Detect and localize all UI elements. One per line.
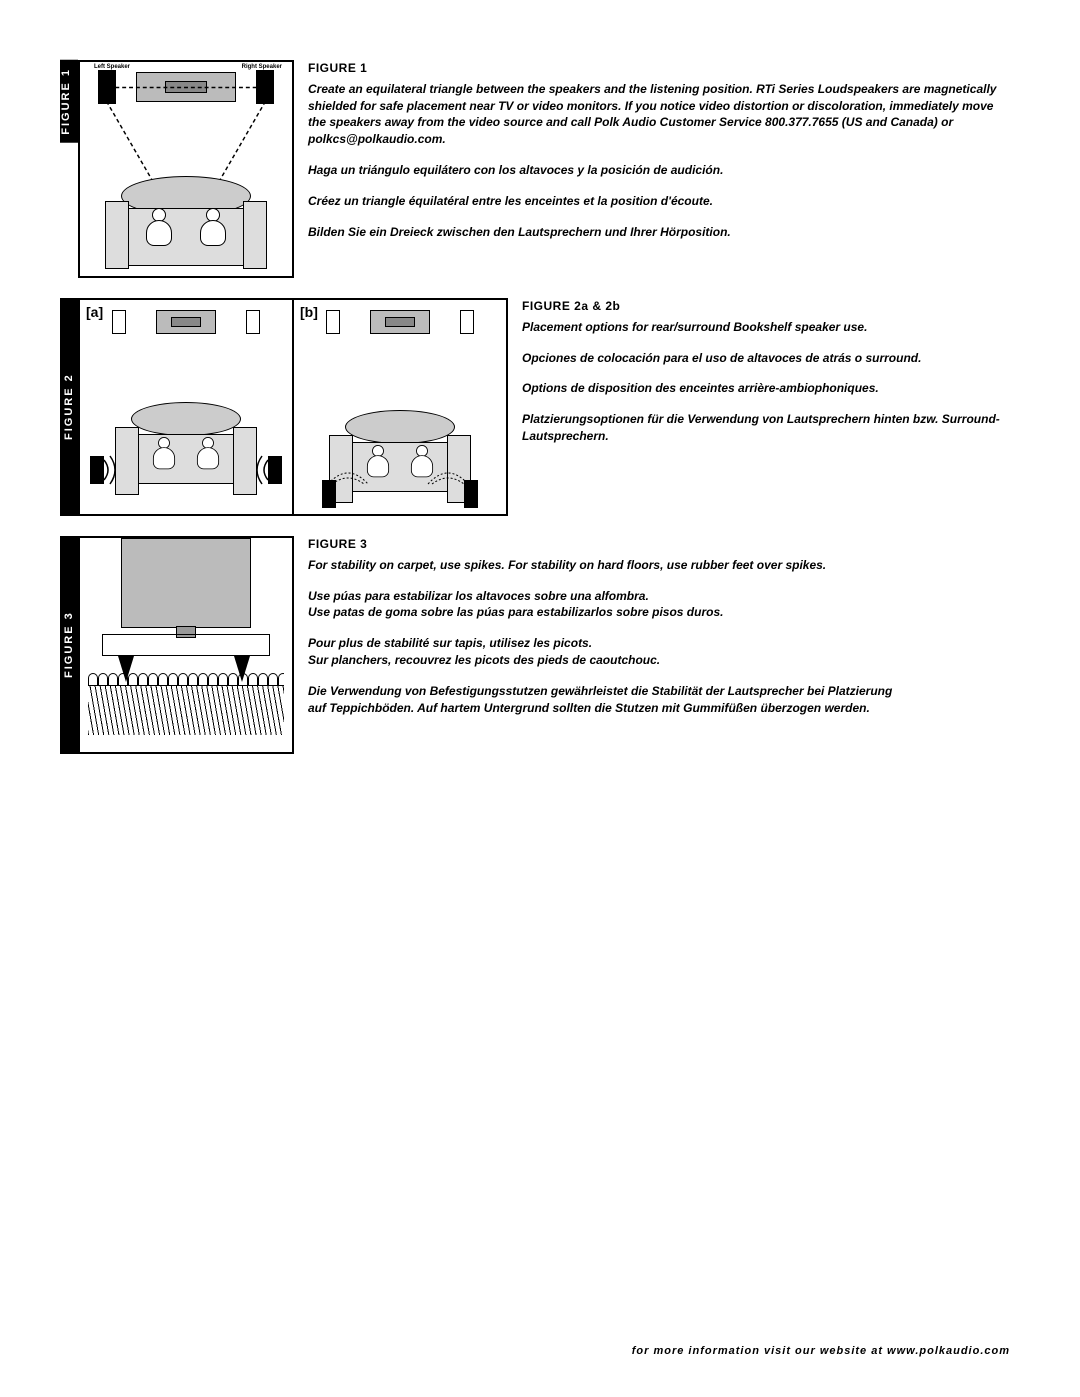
figure-3-title: FIGURE 3 [308,536,1010,553]
subfig-b-label: [b] [300,304,318,320]
footer-text: for more information visit our website a… [632,1345,1010,1357]
figure-1-text: FIGURE 1 Create an equilateral triangle … [294,60,1010,254]
figure-2-es: Opciones de colocación para el uso de al… [522,350,1010,367]
front-speaker-icon [112,310,126,334]
figure-2-title: FIGURE 2a & 2b [522,298,1010,315]
coffee-table-icon [345,410,455,444]
figure-1-row: FIGURE 1 Left Speaker Right Speaker FIGU… [60,60,1010,278]
tv-unit-icon [136,72,236,102]
figure-2-row: FIGURE 2 [a] [b] [60,298,1010,516]
right-speaker-icon [256,70,274,104]
people-icon [151,434,221,478]
figure-1-es: Haga un triángulo equilátero con los alt… [308,162,1010,179]
figure-3-fr1: Pour plus de stabilité sur tapis, utilis… [308,635,1010,652]
front-speaker-icon [246,310,260,334]
speaker-base-icon [121,538,251,628]
figure-2-en: Placement options for rear/surround Book… [522,319,1010,336]
front-speaker-icon [460,310,474,334]
figure-3-label: FIGURE 3 [60,536,78,754]
people-icon [146,208,226,258]
sound-waves-icon [328,466,468,486]
figure-1-fr: Créez un triangle équilatéral entre les … [308,193,1010,210]
figure-3-fr2: Sur planchers, recouvrez les picots des … [308,652,1010,669]
figure-3-diagram [78,536,294,754]
figure-2b-diagram: [b] [292,298,508,516]
front-speaker-icon [326,310,340,334]
tv-unit-icon [370,310,430,334]
tv-unit-icon [156,310,216,334]
left-speaker-icon [98,70,116,104]
figure-3-es2: Use patas de goma sobre las púas para es… [308,604,1010,621]
figure-2-fr: Options de disposition des enceintes arr… [522,380,1010,397]
figure-2-label: FIGURE 2 [60,298,78,516]
figure-3-row: FIGURE 3 FIGURE 3 For stability on carpe… [60,536,1010,754]
plinth-icon [102,634,270,656]
figure-3-text: FIGURE 3 For stability on carpet, use sp… [294,536,1010,730]
figure-3-es1: Use púas para estabilizar los altavoces … [308,588,1010,605]
figure-3-de1: Die Verwendung von Befestigungsstutzen g… [308,683,1010,700]
sound-waves-icon [102,454,128,486]
carpet-icon [88,673,284,743]
figure-3-de2: auf Teppichböden. Auf hartem Untergrund … [308,700,1010,717]
rear-speaker-icon [268,456,282,484]
subfig-a-label: [a] [86,304,103,320]
figure-1-diagram: Left Speaker Right Speaker [78,60,294,278]
sound-waves-icon [244,454,270,486]
coffee-table-icon [131,402,241,436]
figure-2-de: Platzierungsoptionen für die Verwendung … [522,411,1010,445]
figure-1-label: FIGURE 1 [60,60,78,143]
figure-1-de: Bilden Sie ein Dreieck zwischen den Laut… [308,224,1010,241]
figure-3-en: For stability on carpet, use spikes. For… [308,557,1010,574]
figure-1-title: FIGURE 1 [308,60,1010,77]
figure-1-en: Create an equilateral triangle between t… [308,81,1010,148]
figure-2-text: FIGURE 2a & 2b Placement options for rea… [508,298,1010,459]
figure-2a-diagram: [a] [78,298,294,516]
